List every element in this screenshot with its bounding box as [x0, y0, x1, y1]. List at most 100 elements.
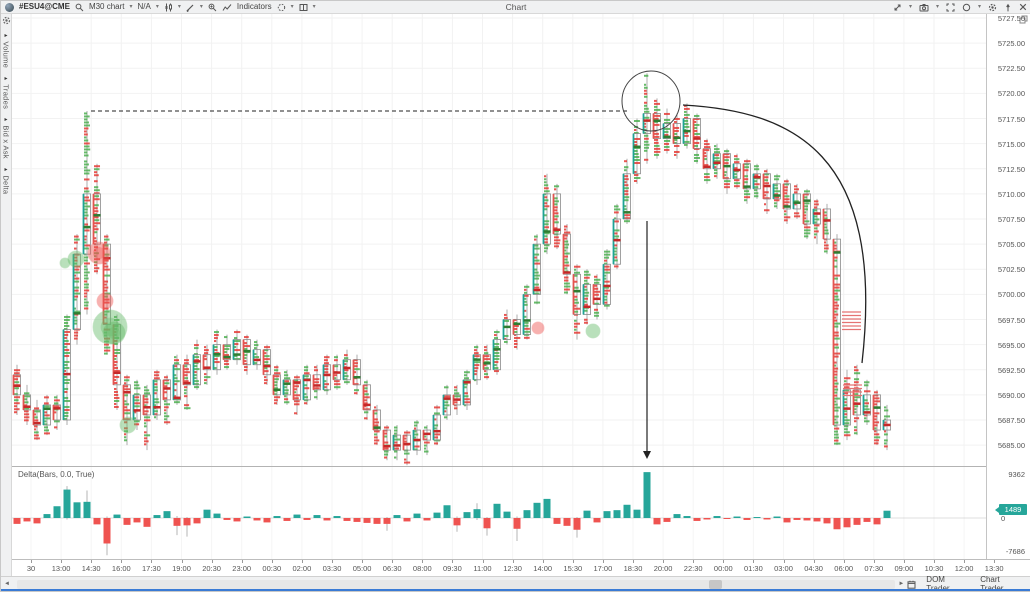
draw-pencil-icon[interactable]: [186, 3, 195, 12]
chart-trader-button[interactable]: Chart Trader: [980, 575, 1004, 592]
time-label: 20:30: [202, 564, 221, 573]
sidebar-tab-trades[interactable]: ▸Trades: [2, 75, 11, 109]
layout-panels-icon[interactable]: [299, 3, 308, 12]
time-tick: [964, 560, 966, 563]
chevron-down-icon[interactable]: ▾: [312, 4, 316, 10]
app-logo-icon[interactable]: [5, 2, 14, 12]
time-label: 00:00: [713, 564, 733, 573]
restore-panel-icon[interactable]: [1019, 15, 1028, 24]
chart-type-icon[interactable]: [164, 3, 173, 12]
horizontal-scrollbar[interactable]: [16, 579, 896, 589]
chevron-down-icon[interactable]: ▾: [908, 4, 912, 10]
candle: [302, 364, 311, 405]
sidebar-tab-bid-x-ask[interactable]: ▸Bid x Ask: [2, 116, 11, 159]
scrollbar-thumb[interactable]: [708, 579, 722, 589]
pin-icon[interactable]: [1004, 3, 1012, 12]
delta-bar: [383, 518, 391, 524]
time-label: 14:00: [533, 564, 553, 573]
candle: [322, 354, 331, 395]
timeframe-select[interactable]: M30 chart: [88, 2, 125, 11]
symbol-label[interactable]: #ESU4@CME: [19, 2, 70, 11]
candle: [72, 234, 81, 345]
chevron-down-icon[interactable]: ▾: [199, 4, 203, 10]
time-tick: [31, 560, 32, 563]
delta-bar: [853, 518, 861, 525]
chevron-down-icon[interactable]: ▾: [129, 4, 133, 10]
close-icon[interactable]: [1019, 3, 1027, 11]
delta-bar: [213, 513, 221, 518]
candle: [422, 425, 431, 456]
delta-bar: [193, 518, 201, 524]
candle: [782, 178, 791, 225]
sidebar-tab-delta[interactable]: ▸Delta: [2, 166, 11, 194]
candle: [872, 389, 881, 446]
delta-bar: [353, 518, 361, 522]
delta-bar: [93, 518, 101, 525]
delta-bar: [233, 518, 241, 522]
candle: [482, 344, 491, 380]
resize-diagonal-icon[interactable]: [893, 3, 902, 12]
delta-bar: [453, 518, 461, 526]
price-label: 5702.50: [997, 265, 1025, 275]
panel-separator[interactable]: [12, 466, 1030, 467]
candle: [182, 354, 191, 410]
chevron-down-icon[interactable]: ▾: [290, 4, 294, 10]
linked-account-select[interactable]: N/A: [137, 2, 151, 11]
candle: [122, 374, 131, 446]
indicators-button[interactable]: Indicators: [236, 2, 272, 11]
time-label: 16:00: [111, 564, 131, 573]
scroll-right-icon[interactable]: ►: [898, 581, 905, 587]
price-label: 5715.00: [997, 139, 1025, 149]
delta-bar: [653, 518, 661, 525]
delta-bar: [323, 518, 331, 521]
search-icon[interactable]: [75, 3, 84, 12]
candle: [232, 329, 241, 365]
price-axis[interactable]: 5727.50 5725.00 5722.50 5720.00 5717.50 5715.…: [986, 14, 1030, 576]
candle: [292, 374, 301, 415]
circle-tool-icon[interactable]: [962, 3, 971, 12]
tab-arrow-icon: ▸: [2, 32, 9, 40]
candle: [562, 224, 571, 295]
main-price-chart[interactable]: [12, 14, 986, 467]
time-label: 05:00: [352, 564, 372, 573]
trade-bubbles-layer: [59, 241, 601, 434]
candle: [502, 309, 511, 345]
time-axis[interactable]: 30 13:00 14:30 16:00 17:30 19:00 20:30 23:00 00:…: [1, 559, 1030, 576]
time-label: 11:00: [473, 564, 492, 573]
time-label: 03:30: [322, 564, 342, 573]
camera-icon[interactable]: [919, 3, 929, 12]
delta-bar: [273, 516, 281, 518]
candle: [832, 234, 841, 446]
candle: [712, 143, 721, 179]
delta-bar: [43, 514, 51, 518]
candle: [732, 153, 741, 189]
candle: [652, 98, 661, 159]
candle: [842, 369, 851, 441]
chevron-down-icon[interactable]: ▾: [977, 4, 981, 10]
time-tick: [482, 560, 484, 563]
delta-indicator-panel[interactable]: [12, 467, 986, 559]
chevron-down-icon[interactable]: ▾: [155, 4, 159, 10]
zoom-in-icon[interactable]: [208, 3, 217, 12]
candle: [392, 425, 401, 461]
delta-axis-zero: 0: [1001, 514, 1006, 523]
candle: [442, 384, 451, 420]
chevron-down-icon[interactable]: ▾: [177, 4, 181, 10]
candle: [112, 314, 121, 410]
calendar-icon[interactable]: [907, 580, 916, 589]
delta-bar: [533, 502, 541, 518]
delta-axis-max: 9362: [1008, 470, 1025, 479]
scroll-left-icon[interactable]: ◄: [4, 581, 10, 587]
sidebar-gear-icon[interactable]: [2, 16, 11, 25]
indicators-icon[interactable]: [222, 3, 232, 12]
crosshair-style-icon[interactable]: [277, 3, 286, 12]
gear-icon[interactable]: [988, 3, 997, 12]
dom-trader-button[interactable]: DOM Trader: [926, 575, 950, 592]
sidebar-tab-volume[interactable]: ▸Volume: [2, 32, 11, 68]
delta-value-badge: 1489: [995, 504, 1027, 515]
indicator-label[interactable]: Delta(Bars, 0.0, True): [18, 470, 95, 479]
fullscreen-icon[interactable]: [946, 3, 955, 12]
chevron-down-icon[interactable]: ▾: [935, 4, 939, 10]
price-label: 5707.50: [997, 215, 1025, 224]
